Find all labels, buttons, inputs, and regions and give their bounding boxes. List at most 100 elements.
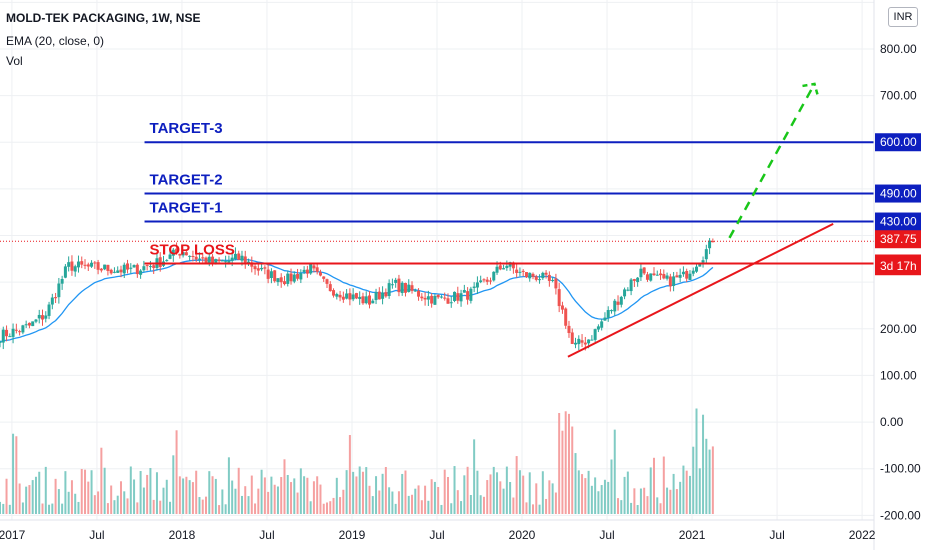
candle-body: [413, 290, 417, 292]
candle-body: [609, 310, 613, 312]
candle-body: [403, 282, 407, 293]
candle-body: [554, 278, 558, 289]
volume-bar: [636, 505, 639, 514]
candle-body: [83, 264, 87, 266]
volume-bar: [522, 475, 525, 514]
volume-bar: [15, 436, 18, 514]
volume-bar: [388, 487, 391, 514]
candle-body: [698, 263, 702, 267]
candle-body: [237, 253, 241, 260]
candle-body: [659, 273, 663, 276]
volume-bar: [682, 465, 685, 514]
volume-bar: [401, 473, 404, 514]
volume-bar: [685, 470, 688, 514]
volume-bar: [18, 483, 21, 514]
volume-bar: [695, 408, 698, 514]
volume-bar: [159, 500, 162, 514]
volume-bar: [473, 439, 476, 514]
candle-body: [112, 271, 116, 273]
volume-bar: [414, 488, 417, 514]
candle-body: [332, 290, 336, 296]
candle-body: [122, 264, 126, 274]
candle-body: [374, 292, 378, 301]
volume-bar: [617, 498, 620, 514]
volume-bar: [545, 498, 548, 514]
volume-bar: [175, 430, 178, 514]
price-tick-label: 700.00: [880, 89, 917, 103]
volume-bar: [378, 490, 381, 514]
volume-bar: [358, 466, 361, 514]
volume-bar: [97, 491, 100, 514]
level-label: TARGET-1: [150, 200, 223, 217]
candle-body: [165, 260, 169, 262]
volume-bar: [312, 481, 315, 514]
candle-body: [436, 294, 440, 298]
volume-bar: [613, 429, 616, 514]
candle-body: [279, 277, 283, 283]
level-badge-bg: [875, 133, 921, 152]
candle-body: [73, 266, 77, 272]
candle-body: [567, 325, 571, 334]
volume-bar: [254, 503, 257, 514]
time-tick-label: 2021: [679, 528, 706, 542]
price-tick-label: 800.00: [880, 42, 917, 56]
price-axis[interactable]: 800.00 700.00 200.00 100.00 0.00 -100.00 -200.…: [880, 42, 921, 522]
candle-body: [70, 261, 74, 271]
volume-bar: [433, 481, 436, 514]
volume-bar: [28, 485, 31, 514]
volume-bar: [70, 480, 73, 514]
volume-bar: [453, 466, 456, 514]
candle-body: [498, 265, 502, 270]
candle-body: [629, 279, 633, 292]
volume-bar: [290, 482, 293, 514]
time-tick-label: 2018: [169, 528, 196, 542]
candle-body: [322, 276, 326, 279]
time-axis[interactable]: 2017 Jul 2018 Jul 2019 Jul 2020 Jul 2021 Jul 2022: [0, 528, 876, 542]
candle-body: [538, 279, 542, 281]
candle-body: [135, 264, 139, 275]
volume-bar: [74, 493, 77, 514]
candle-body: [672, 276, 676, 286]
candle-body: [302, 269, 306, 273]
candle-body: [368, 295, 372, 305]
volume-bar: [535, 483, 538, 514]
candle-body: [472, 286, 476, 288]
volume-bar: [587, 470, 590, 514]
candle-body: [410, 285, 414, 291]
candle-body: [233, 253, 237, 260]
volume-bar: [51, 503, 54, 514]
time-tick-label: 2017: [0, 528, 26, 542]
time-tick-label: Jul: [599, 528, 614, 542]
volume-bar: [172, 455, 175, 514]
volume-bar: [371, 496, 374, 514]
volume-bar: [296, 492, 299, 514]
candle-body: [63, 266, 67, 278]
candle-body: [475, 282, 479, 288]
volume-bar: [450, 503, 453, 514]
candle-body: [678, 274, 682, 278]
candle-body: [639, 268, 643, 278]
volume-bar: [146, 474, 149, 514]
volume-bar: [558, 413, 561, 514]
volume-bar: [679, 481, 682, 514]
candle-body: [446, 298, 450, 304]
volume-bar: [247, 496, 250, 514]
candle-body: [655, 274, 659, 276]
volume-bar: [574, 453, 577, 514]
volume-bar: [567, 413, 570, 514]
volume-bar: [116, 495, 119, 514]
volume-bar: [554, 492, 557, 514]
candle-body: [126, 263, 130, 270]
candle-body: [184, 252, 188, 256]
volume-bar: [394, 503, 397, 514]
candle-body: [649, 273, 653, 281]
volume-bar: [630, 502, 633, 514]
candle-body: [14, 329, 18, 331]
volume-bar: [381, 473, 384, 514]
candle-body: [453, 291, 457, 301]
candle-body: [116, 270, 120, 273]
volume-bar: [129, 466, 132, 514]
candle-body: [250, 262, 254, 267]
currency-button[interactable]: INR: [888, 7, 918, 27]
